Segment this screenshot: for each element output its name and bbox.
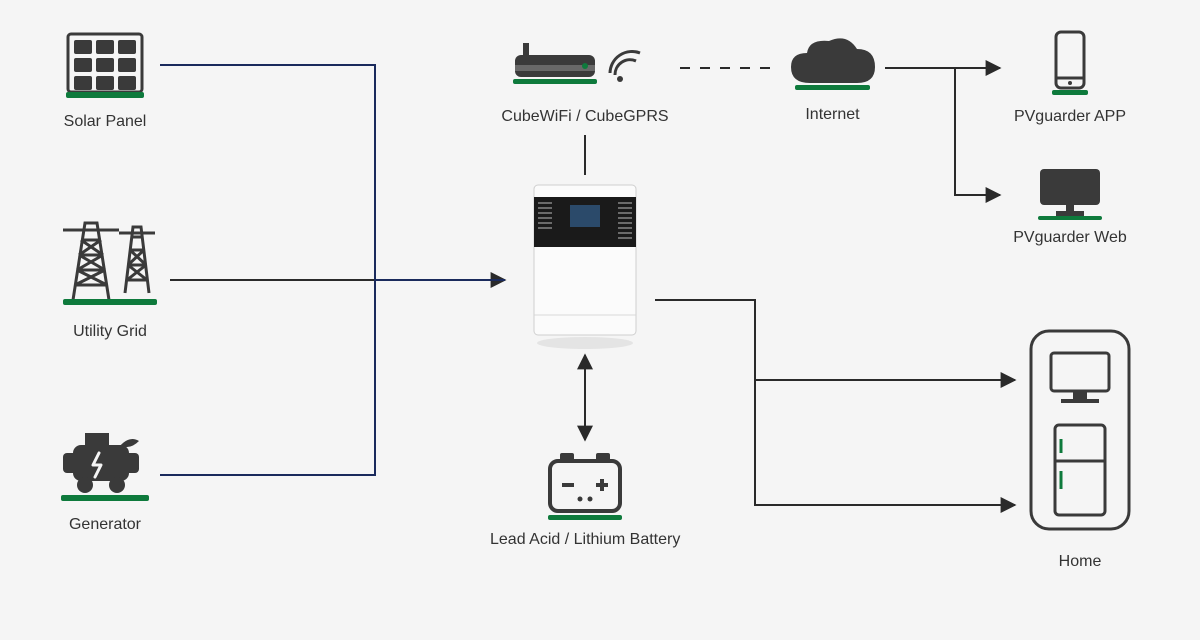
solar-panel-label: Solar Panel [60,113,150,131]
home-appliances-icon [1025,325,1135,540]
home-node: Home [1025,325,1135,571]
internet-label: Internet [785,106,880,124]
app-label: PVguarder APP [1010,108,1130,126]
battery-node: Lead Acid / Lithium Battery [490,445,680,549]
utility-grid-node: Utility Grid [55,215,165,341]
monitor-icon [1030,163,1110,221]
app-node: PVguarder APP [1010,28,1130,126]
web-label: PVguarder Web [1005,229,1135,247]
phone-icon [1040,28,1100,100]
router-icon [495,35,675,95]
cubewifi-node: CubeWiFi / CubeGPRS [495,35,675,126]
inverter-icon [520,175,650,350]
web-node: PVguarder Web [1005,163,1135,247]
pylon-icon [55,215,165,310]
home-label: Home [1025,553,1135,571]
battery-icon [540,445,630,523]
internet-node: Internet [785,35,880,124]
inverter-node [520,175,650,355]
utility-grid-label: Utility Grid [55,323,165,341]
cloud-icon [785,35,880,93]
solar-panel-icon [60,30,150,100]
generator-label: Generator [55,516,155,534]
cubewifi-label: CubeWiFi / CubeGPRS [495,108,675,126]
solar-panel-node: Solar Panel [60,30,150,131]
generator-node: Generator [55,425,155,534]
battery-label: Lead Acid / Lithium Battery [490,531,680,549]
generator-icon [55,425,155,503]
